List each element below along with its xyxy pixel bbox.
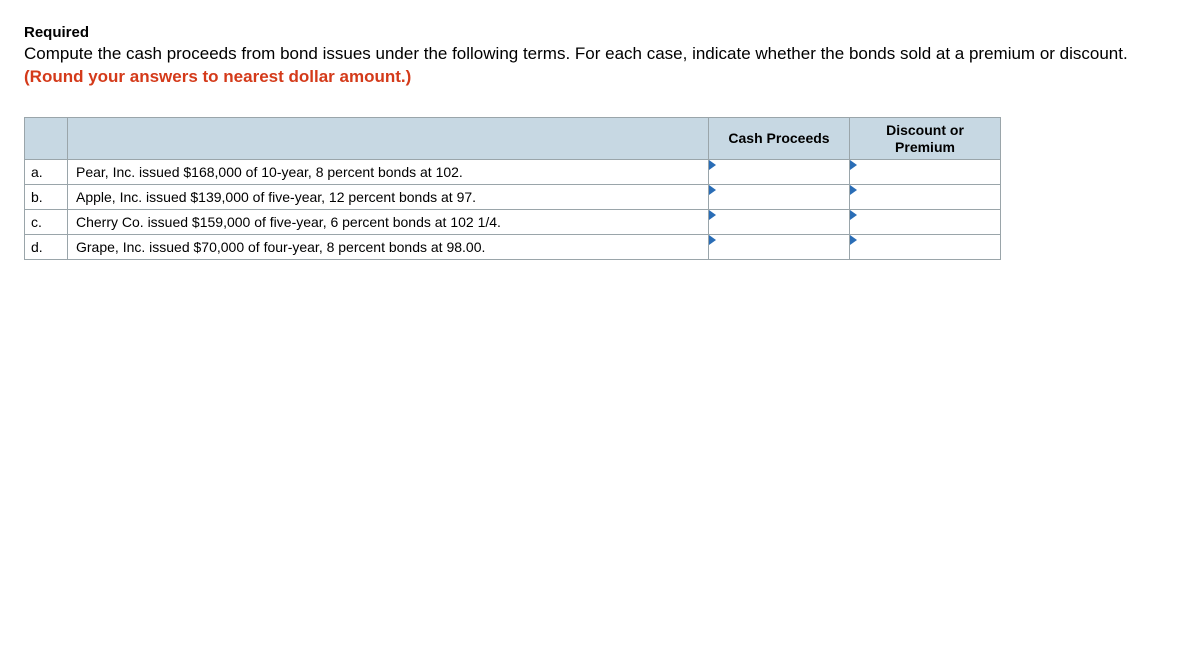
cash-proceeds-input[interactable]	[709, 210, 850, 235]
dropdown-arrow-icon	[709, 235, 716, 245]
table-row: b. Apple, Inc. issued $139,000 of five-y…	[25, 185, 1001, 210]
header-blank-2	[68, 117, 709, 160]
row-label: c.	[25, 210, 68, 235]
row-description: Grape, Inc. issued $70,000 of four-year,…	[68, 235, 709, 260]
row-label: b.	[25, 185, 68, 210]
table-row: a. Pear, Inc. issued $168,000 of 10-year…	[25, 160, 1001, 185]
table-row: c. Cherry Co. issued $159,000 of five-ye…	[25, 210, 1001, 235]
row-description: Pear, Inc. issued $168,000 of 10-year, 8…	[68, 160, 709, 185]
dropdown-arrow-icon	[850, 160, 857, 170]
header-cash-proceeds: Cash Proceeds	[709, 117, 850, 160]
dropdown-arrow-icon	[850, 210, 857, 220]
discount-premium-input[interactable]	[850, 160, 1001, 185]
answer-table: Cash Proceeds Discount or Premium a. Pea…	[24, 117, 1001, 261]
required-label: Required	[24, 24, 1176, 41]
discount-premium-input[interactable]	[850, 210, 1001, 235]
dropdown-arrow-icon	[709, 210, 716, 220]
table-header-row: Cash Proceeds Discount or Premium	[25, 117, 1001, 160]
dropdown-arrow-icon	[850, 185, 857, 195]
header-blank-1	[25, 117, 68, 160]
discount-premium-input[interactable]	[850, 235, 1001, 260]
dropdown-arrow-icon	[709, 185, 716, 195]
row-description: Cherry Co. issued $159,000 of five-year,…	[68, 210, 709, 235]
cash-proceeds-input[interactable]	[709, 160, 850, 185]
row-label: d.	[25, 235, 68, 260]
prompt-text: Compute the cash proceeds from bond issu…	[24, 43, 1176, 89]
prompt-instruction: (Round your answers to nearest dollar am…	[24, 67, 411, 86]
discount-premium-input[interactable]	[850, 185, 1001, 210]
cash-proceeds-input[interactable]	[709, 185, 850, 210]
dropdown-arrow-icon	[709, 160, 716, 170]
table-row: d. Grape, Inc. issued $70,000 of four-ye…	[25, 235, 1001, 260]
row-description: Apple, Inc. issued $139,000 of five-year…	[68, 185, 709, 210]
prompt-main: Compute the cash proceeds from bond issu…	[24, 44, 1128, 63]
answer-table-wrap: Cash Proceeds Discount or Premium a. Pea…	[24, 117, 1176, 261]
header-discount-premium: Discount or Premium	[850, 117, 1001, 160]
dropdown-arrow-icon	[850, 235, 857, 245]
question-header: Required Compute the cash proceeds from …	[24, 24, 1176, 89]
row-label: a.	[25, 160, 68, 185]
cash-proceeds-input[interactable]	[709, 235, 850, 260]
